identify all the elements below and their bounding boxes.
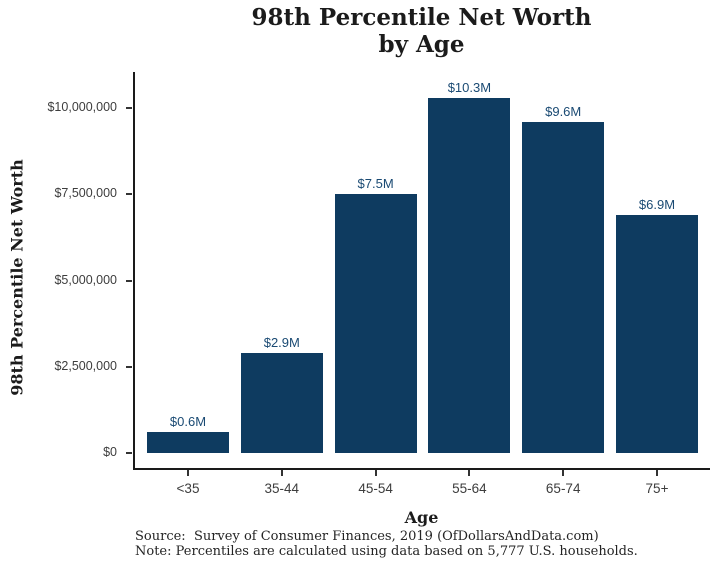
x-axis-title: Age xyxy=(404,508,439,527)
y-axis-tick-label: $0 xyxy=(103,445,117,459)
y-axis-tick-mark xyxy=(126,107,132,109)
caption-note-line: Note: Percentiles are calculated using d… xyxy=(135,544,638,559)
bar-value-label: $2.9M xyxy=(263,334,300,350)
bar-55-64 xyxy=(428,97,511,453)
x-axis-tick-mark xyxy=(187,470,189,476)
x-axis-tick-mark xyxy=(374,470,377,476)
chart-title: 98th Percentile Net Worth by Age xyxy=(133,4,710,58)
bar-value-label: $6.9M xyxy=(638,196,676,212)
x-axis-tick-mark xyxy=(280,470,283,476)
y-axis-tick-mark xyxy=(126,279,132,282)
x-axis-tick-mark xyxy=(562,470,565,476)
y-axis-tick-mark xyxy=(126,365,132,368)
caption-source-line: Source: Survey of Consumer Finances, 201… xyxy=(135,529,599,544)
y-axis-tick-mark xyxy=(126,193,132,196)
y-axis-tick-label: $7,500,000 xyxy=(54,186,117,201)
x-axis-tick-label: 75+ xyxy=(645,481,669,496)
x-axis-tick-label: 65-74 xyxy=(545,481,581,496)
y-axis-tick-label: $2,500,000 xyxy=(54,358,117,373)
x-axis-tick-label: 35-44 xyxy=(264,481,300,496)
y-axis-tick-mark xyxy=(126,452,132,454)
x-axis-tick-label: 45-54 xyxy=(358,481,393,496)
bar-45-54 xyxy=(334,194,417,453)
bar-value-label: $10.3M xyxy=(447,79,492,95)
x-axis-tick-mark xyxy=(468,470,471,476)
chart-title-line-1: 98th Percentile Net Worth xyxy=(251,4,592,31)
bar-35-44 xyxy=(240,352,323,453)
y-axis-title: 98th Percentile Net Worth xyxy=(7,159,27,396)
y-axis-tick-label: $5,000,000 xyxy=(54,272,117,287)
bar-value-label: $7.5M xyxy=(357,176,394,192)
bar-<35 xyxy=(147,432,229,453)
x-axis-tick-mark xyxy=(656,470,658,476)
chart-caption: Source: Survey of Consumer Finances, 201… xyxy=(135,529,638,559)
plot-panel xyxy=(133,72,710,470)
x-axis-tick-label: <35 xyxy=(176,481,200,496)
y-axis-tick-label: $10,000,000 xyxy=(47,100,117,114)
bar-value-label: $0.6M xyxy=(169,414,207,430)
chart-title-line-2: by Age xyxy=(378,31,465,58)
bar-75+ xyxy=(616,214,698,453)
bar-65-74 xyxy=(522,121,605,453)
x-axis-tick-label: 55-64 xyxy=(452,481,487,496)
bar-value-label: $9.6M xyxy=(545,103,582,119)
